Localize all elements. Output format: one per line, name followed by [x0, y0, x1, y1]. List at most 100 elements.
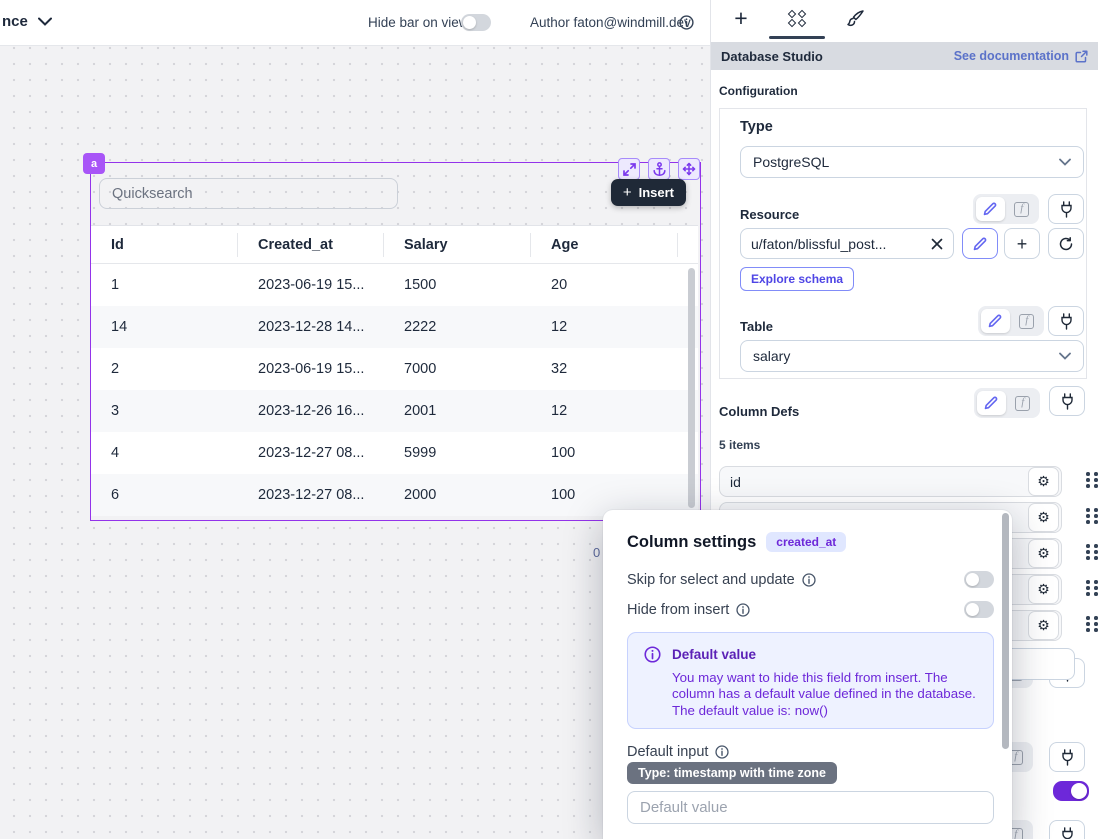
tab-styling[interactable]	[843, 6, 867, 30]
tab-add-component[interactable]: +	[729, 6, 753, 30]
explore-schema-button[interactable]: Explore schema	[740, 267, 855, 291]
chevron-down-icon	[37, 17, 52, 26]
pencil-icon	[988, 314, 1002, 328]
gear-icon: ⚙	[1037, 545, 1050, 561]
app-name-select[interactable]: nce	[2, 13, 52, 30]
default-value-input[interactable]	[627, 791, 994, 824]
column-settings-button[interactable]: ⚙	[1028, 611, 1059, 640]
info-icon[interactable]	[736, 602, 750, 617]
default-value-alert: Default value You may want to hide this …	[627, 632, 994, 729]
column-settings-button[interactable]: ⚙	[1028, 539, 1059, 568]
hidden-setting-toggle[interactable]	[1053, 781, 1089, 801]
table-cell: 100	[551, 445, 576, 461]
drag-handle-icon[interactable]	[1086, 544, 1098, 560]
add-resource-button[interactable]: +	[1004, 228, 1040, 259]
column-defs-count: 5 items	[719, 438, 761, 452]
drag-handle-icon[interactable]	[1086, 508, 1098, 524]
skip-select-update-toggle[interactable]	[964, 571, 994, 588]
table-connect-button[interactable]	[1048, 306, 1084, 336]
table-mode-segmented: f	[978, 306, 1044, 336]
panel-title: Database Studio	[721, 48, 823, 64]
function-icon: f	[1015, 395, 1031, 411]
info-icon	[644, 646, 661, 663]
table-row[interactable]: 14 2023-12-28 14... 2222 12	[91, 306, 698, 348]
plus-icon: +	[1016, 233, 1028, 254]
insert-button[interactable]: + Insert	[610, 179, 686, 206]
resource-connect-button[interactable]	[1048, 194, 1084, 224]
hide-bar-label: Hide bar on view	[368, 15, 469, 30]
table-cell: 3	[111, 403, 120, 419]
column-defs-connect-button[interactable]	[1049, 386, 1085, 416]
table-scrollbar[interactable]	[688, 268, 695, 508]
expand-handle-button[interactable]	[618, 158, 640, 180]
drag-handle-icon[interactable]	[1086, 580, 1098, 596]
plug-icon	[1061, 748, 1073, 766]
info-icon[interactable]	[715, 745, 730, 759]
column-settings-button[interactable]: ⚙	[1028, 467, 1059, 496]
table-row[interactable]: 3 2023-12-26 16... 2001 12	[91, 390, 698, 432]
drag-handle-icon[interactable]	[1086, 616, 1098, 632]
table-row[interactable]: 4 2023-12-27 08... 5999 100	[91, 432, 698, 474]
external-link-icon	[1075, 49, 1088, 63]
info-icon[interactable]	[679, 15, 694, 30]
table-header-cell[interactable]: Id	[91, 232, 238, 257]
static-mode-button[interactable]	[977, 391, 1006, 415]
eval-mode-button[interactable]: f	[1013, 309, 1042, 333]
drag-handle-icon[interactable]	[1086, 472, 1098, 488]
hide-bar-toggle[interactable]	[461, 14, 491, 31]
move-handle-button[interactable]	[678, 158, 700, 180]
type-select[interactable]: PostgreSQL	[740, 146, 1084, 178]
table-header-cell[interactable]: Salary	[384, 232, 531, 257]
column-settings-button[interactable]: ⚙	[1028, 503, 1059, 532]
hidden-setting-connect-button[interactable]	[1049, 742, 1085, 772]
refresh-resource-button[interactable]	[1048, 228, 1084, 259]
table-header-cell[interactable]: Age	[531, 232, 678, 257]
table-cell: 1	[111, 277, 120, 293]
panel-header: Database Studio See documentation	[711, 42, 1098, 70]
anchor-handle-button[interactable]	[648, 158, 670, 180]
plus-icon: +	[734, 4, 748, 31]
configuration-card: Type PostgreSQL Resource f u/faton/bliss…	[719, 108, 1087, 379]
function-icon: f	[1014, 201, 1030, 217]
column-def-name: id	[730, 473, 741, 490]
pencil-icon	[984, 396, 998, 410]
info-icon[interactable]	[802, 572, 816, 587]
component-id-badge: a	[83, 153, 105, 174]
skip-select-update-label: Skip for select and update	[627, 571, 795, 588]
table-row[interactable]: 1 2023-06-19 15... 1500 20	[91, 264, 698, 306]
chevron-down-icon	[1059, 352, 1071, 360]
table-body: 1 2023-06-19 15... 1500 20 14 2023-12-28 14..…	[91, 264, 698, 516]
table-header-cell[interactable]: Created_at	[238, 232, 384, 257]
table-row[interactable]: 6 2023-12-27 08... 2000 100	[91, 474, 698, 516]
hide-from-insert-label: Hide from insert	[627, 601, 730, 618]
hidden-setting-connect-button[interactable]	[1049, 820, 1085, 839]
table-row[interactable]: 2 2023-06-19 15... 7000 32	[91, 348, 698, 390]
clear-resource-icon[interactable]	[931, 238, 943, 250]
column-settings-modal: Column settings created_at Skip for sele…	[603, 510, 1012, 839]
column-def-name-field[interactable]: id	[719, 466, 1062, 497]
table-cell: 2222	[404, 319, 437, 335]
quicksearch-input[interactable]	[99, 178, 398, 209]
table-cell: 2023-12-27 08...	[258, 487, 365, 503]
column-settings-button[interactable]: ⚙	[1028, 575, 1059, 604]
resource-value-field[interactable]: u/faton/blissful_post...	[740, 228, 954, 259]
configuration-label: Configuration	[719, 84, 798, 98]
modal-scrollbar[interactable]	[1002, 513, 1009, 749]
edit-resource-button[interactable]	[962, 228, 998, 259]
table-cell: 2023-06-19 15...	[258, 361, 365, 377]
eval-mode-button[interactable]: f	[1008, 197, 1037, 221]
see-documentation-link[interactable]: See documentation	[954, 49, 1088, 63]
column-defs-mode-segmented: f	[974, 388, 1040, 418]
static-mode-button[interactable]	[976, 197, 1005, 221]
gear-icon: ⚙	[1037, 617, 1050, 633]
eval-mode-button[interactable]: f	[1009, 391, 1038, 415]
tab-component-settings[interactable]	[785, 6, 809, 30]
static-mode-button[interactable]	[981, 309, 1010, 333]
table-cell: 2023-06-19 15...	[258, 277, 365, 293]
table-cell: 14	[111, 319, 128, 335]
hide-from-insert-toggle[interactable]	[964, 601, 994, 618]
table-select[interactable]: salary	[740, 340, 1084, 372]
